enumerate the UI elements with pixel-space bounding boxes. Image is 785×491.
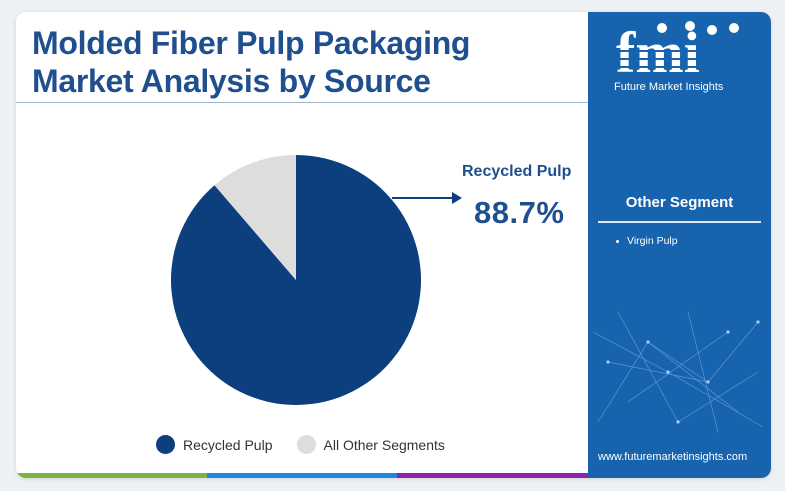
title-divider	[16, 102, 588, 103]
logo-tagline: Future Market Insights	[614, 81, 724, 93]
other-segment-title: Other Segment	[625, 194, 734, 211]
fmi-logo: fmi	[612, 20, 752, 80]
legend-item: All Other Segments	[296, 435, 445, 454]
bottom-bar-segment	[206, 473, 398, 478]
chart-legend: Recycled Pulp All Other Segments	[156, 435, 469, 454]
segment-item: Virgin Pulp	[616, 235, 678, 247]
callout-value: 88.7%	[474, 195, 565, 230]
bottom-bar-segment	[397, 473, 589, 478]
legend-label: Recycled Pulp	[183, 436, 273, 453]
legend-label: All Other Segments	[323, 436, 445, 453]
legend-item: Recycled Pulp	[156, 435, 273, 454]
sidebar: fmi Future Market Insights Other Segment…	[588, 12, 771, 478]
segment-divider	[598, 221, 761, 223]
bottom-bar-segment	[16, 473, 207, 478]
legend-swatch	[296, 435, 316, 454]
pie-slice-all-other-segments	[214, 155, 296, 280]
network-decoration-icon	[592, 311, 764, 433]
callout-label: Recycled Pulp	[462, 163, 572, 180]
segment-item-label: Virgin Pulp	[627, 235, 678, 247]
bottom-color-bar	[16, 473, 589, 478]
page-title: Molded Fiber Pulp Packaging Market Analy…	[32, 25, 471, 99]
pie-chart	[171, 155, 421, 405]
report-card: Molded Fiber Pulp Packaging Market Analy…	[16, 12, 771, 478]
bullet-icon	[616, 239, 619, 243]
website-link[interactable]: www.futuremarketinsights.com	[598, 451, 748, 463]
pie-slice-recycled-pulp	[171, 155, 421, 405]
chart-panel: Molded Fiber Pulp Packaging Market Analy…	[16, 12, 589, 478]
legend-swatch	[156, 435, 175, 454]
callout-arrow-icon	[392, 192, 462, 204]
